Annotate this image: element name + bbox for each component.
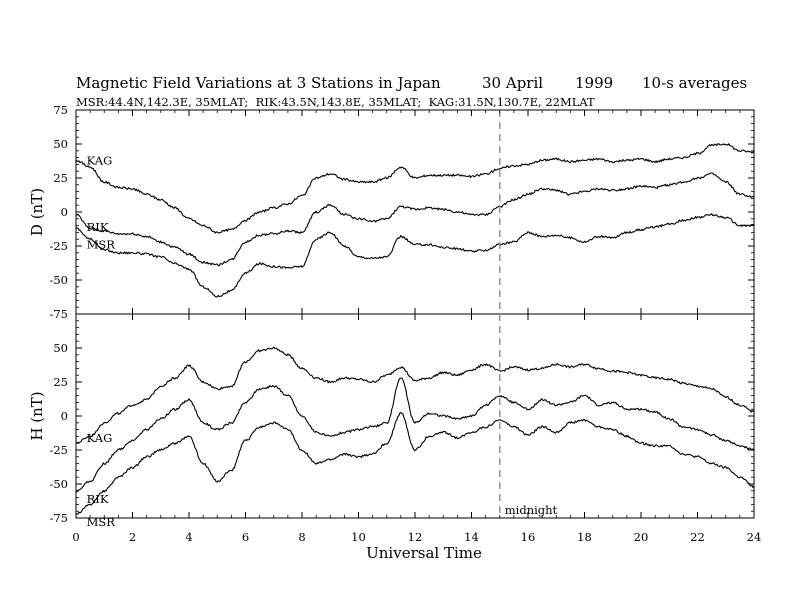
y-axis-label-h: H (nT) (28, 391, 46, 440)
series-d-kag (75, 143, 755, 234)
y-tick-label: 0 (61, 409, 68, 423)
x-tick-label: 12 (408, 530, 423, 544)
series-label-h-msr: MSR (87, 515, 116, 529)
x-tick-label: 22 (690, 530, 705, 544)
y-tick-label: -75 (49, 511, 68, 525)
series-d-rik (75, 172, 755, 267)
series-label-d-rik: RIK (87, 220, 109, 234)
y-tick-label: 75 (53, 103, 68, 117)
y-tick-label: -25 (49, 443, 68, 457)
x-tick-label: 10 (351, 530, 366, 544)
h-component-panel: 50 25 0 -25 -50 -75 H (nT) KAG RIK MSR (28, 313, 755, 529)
y-tick-label: -75 (49, 307, 68, 321)
x-tick-label: 18 (577, 530, 592, 544)
y-tick-label: 0 (61, 205, 68, 219)
y-tick-label: -50 (49, 273, 68, 287)
y-tick-label: -25 (49, 239, 68, 253)
series-h-rik (75, 377, 755, 493)
series-label-d-kag: KAG (87, 153, 113, 167)
chart-subtitle: MSR:44.4N,142.3E, 35MLAT; RIK:43.5N,143.… (76, 95, 595, 109)
midnight-label: midnight (505, 503, 558, 517)
x-tick-label: 20 (634, 530, 649, 544)
x-tick-label: 0 (72, 530, 79, 544)
chart-date: 30 April (482, 74, 543, 92)
panel-frame-d (75, 109, 755, 315)
series-d-msr (75, 213, 755, 298)
y-tick-label: 50 (53, 137, 68, 151)
series-label-h-rik: RIK (87, 492, 109, 506)
x-tick-label: 16 (521, 530, 536, 544)
x-tick-label: 24 (747, 530, 762, 544)
y-tick-label: -50 (49, 477, 68, 491)
y-tick-label: 50 (53, 341, 68, 355)
series-h-msr (75, 411, 755, 515)
y-tick-label: 25 (53, 171, 68, 185)
series-label-h-kag: KAG (87, 431, 113, 445)
y-tick-label: 25 (53, 375, 68, 389)
x-axis-label: Universal Time (366, 544, 482, 562)
x-tick-label: 4 (185, 530, 192, 544)
x-tick-label: 8 (298, 530, 305, 544)
panel-frame-h (75, 313, 755, 519)
chart-year: 1999 (575, 74, 613, 92)
d-component-panel: 75 50 25 0 -25 -50 -75 D (nT) KAG RIK MSR (28, 103, 755, 321)
x-axis-ticks: 0 2 4 6 8 10 12 14 16 18 20 22 24 (72, 110, 761, 544)
x-tick-label: 2 (129, 530, 136, 544)
chart-averaging: 10-s averages (642, 74, 747, 92)
chart-title: Magnetic Field Variations at 3 Stations … (76, 74, 441, 92)
x-tick-label: 14 (464, 530, 479, 544)
y-axis-label-d: D (nT) (28, 188, 46, 236)
series-h-kag (75, 346, 755, 444)
x-tick-label: 6 (242, 530, 249, 544)
series-label-d-msr: MSR (87, 238, 116, 252)
